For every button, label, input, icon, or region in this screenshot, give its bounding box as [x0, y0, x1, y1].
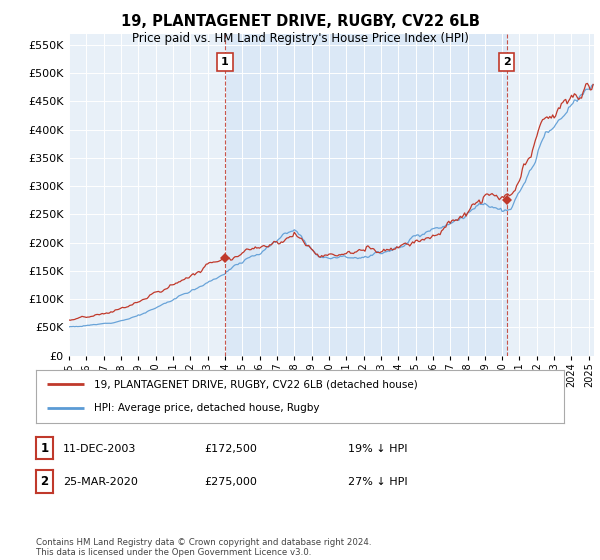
Text: 1: 1 [221, 57, 229, 67]
Text: 2: 2 [503, 57, 511, 67]
Text: Price paid vs. HM Land Registry's House Price Index (HPI): Price paid vs. HM Land Registry's House … [131, 32, 469, 45]
Text: 2: 2 [40, 475, 49, 488]
Text: £275,000: £275,000 [204, 477, 257, 487]
Text: 1: 1 [40, 441, 49, 455]
Text: 19% ↓ HPI: 19% ↓ HPI [348, 444, 407, 454]
Text: £172,500: £172,500 [204, 444, 257, 454]
Text: HPI: Average price, detached house, Rugby: HPI: Average price, detached house, Rugb… [94, 403, 320, 413]
Text: 19, PLANTAGENET DRIVE, RUGBY, CV22 6LB (detached house): 19, PLANTAGENET DRIVE, RUGBY, CV22 6LB (… [94, 380, 418, 390]
Text: 19, PLANTAGENET DRIVE, RUGBY, CV22 6LB: 19, PLANTAGENET DRIVE, RUGBY, CV22 6LB [121, 14, 479, 29]
Text: 25-MAR-2020: 25-MAR-2020 [63, 477, 138, 487]
Text: 11-DEC-2003: 11-DEC-2003 [63, 444, 136, 454]
Text: Contains HM Land Registry data © Crown copyright and database right 2024.
This d: Contains HM Land Registry data © Crown c… [36, 538, 371, 557]
Bar [225, 34, 506, 356]
Text: 27% ↓ HPI: 27% ↓ HPI [348, 477, 407, 487]
